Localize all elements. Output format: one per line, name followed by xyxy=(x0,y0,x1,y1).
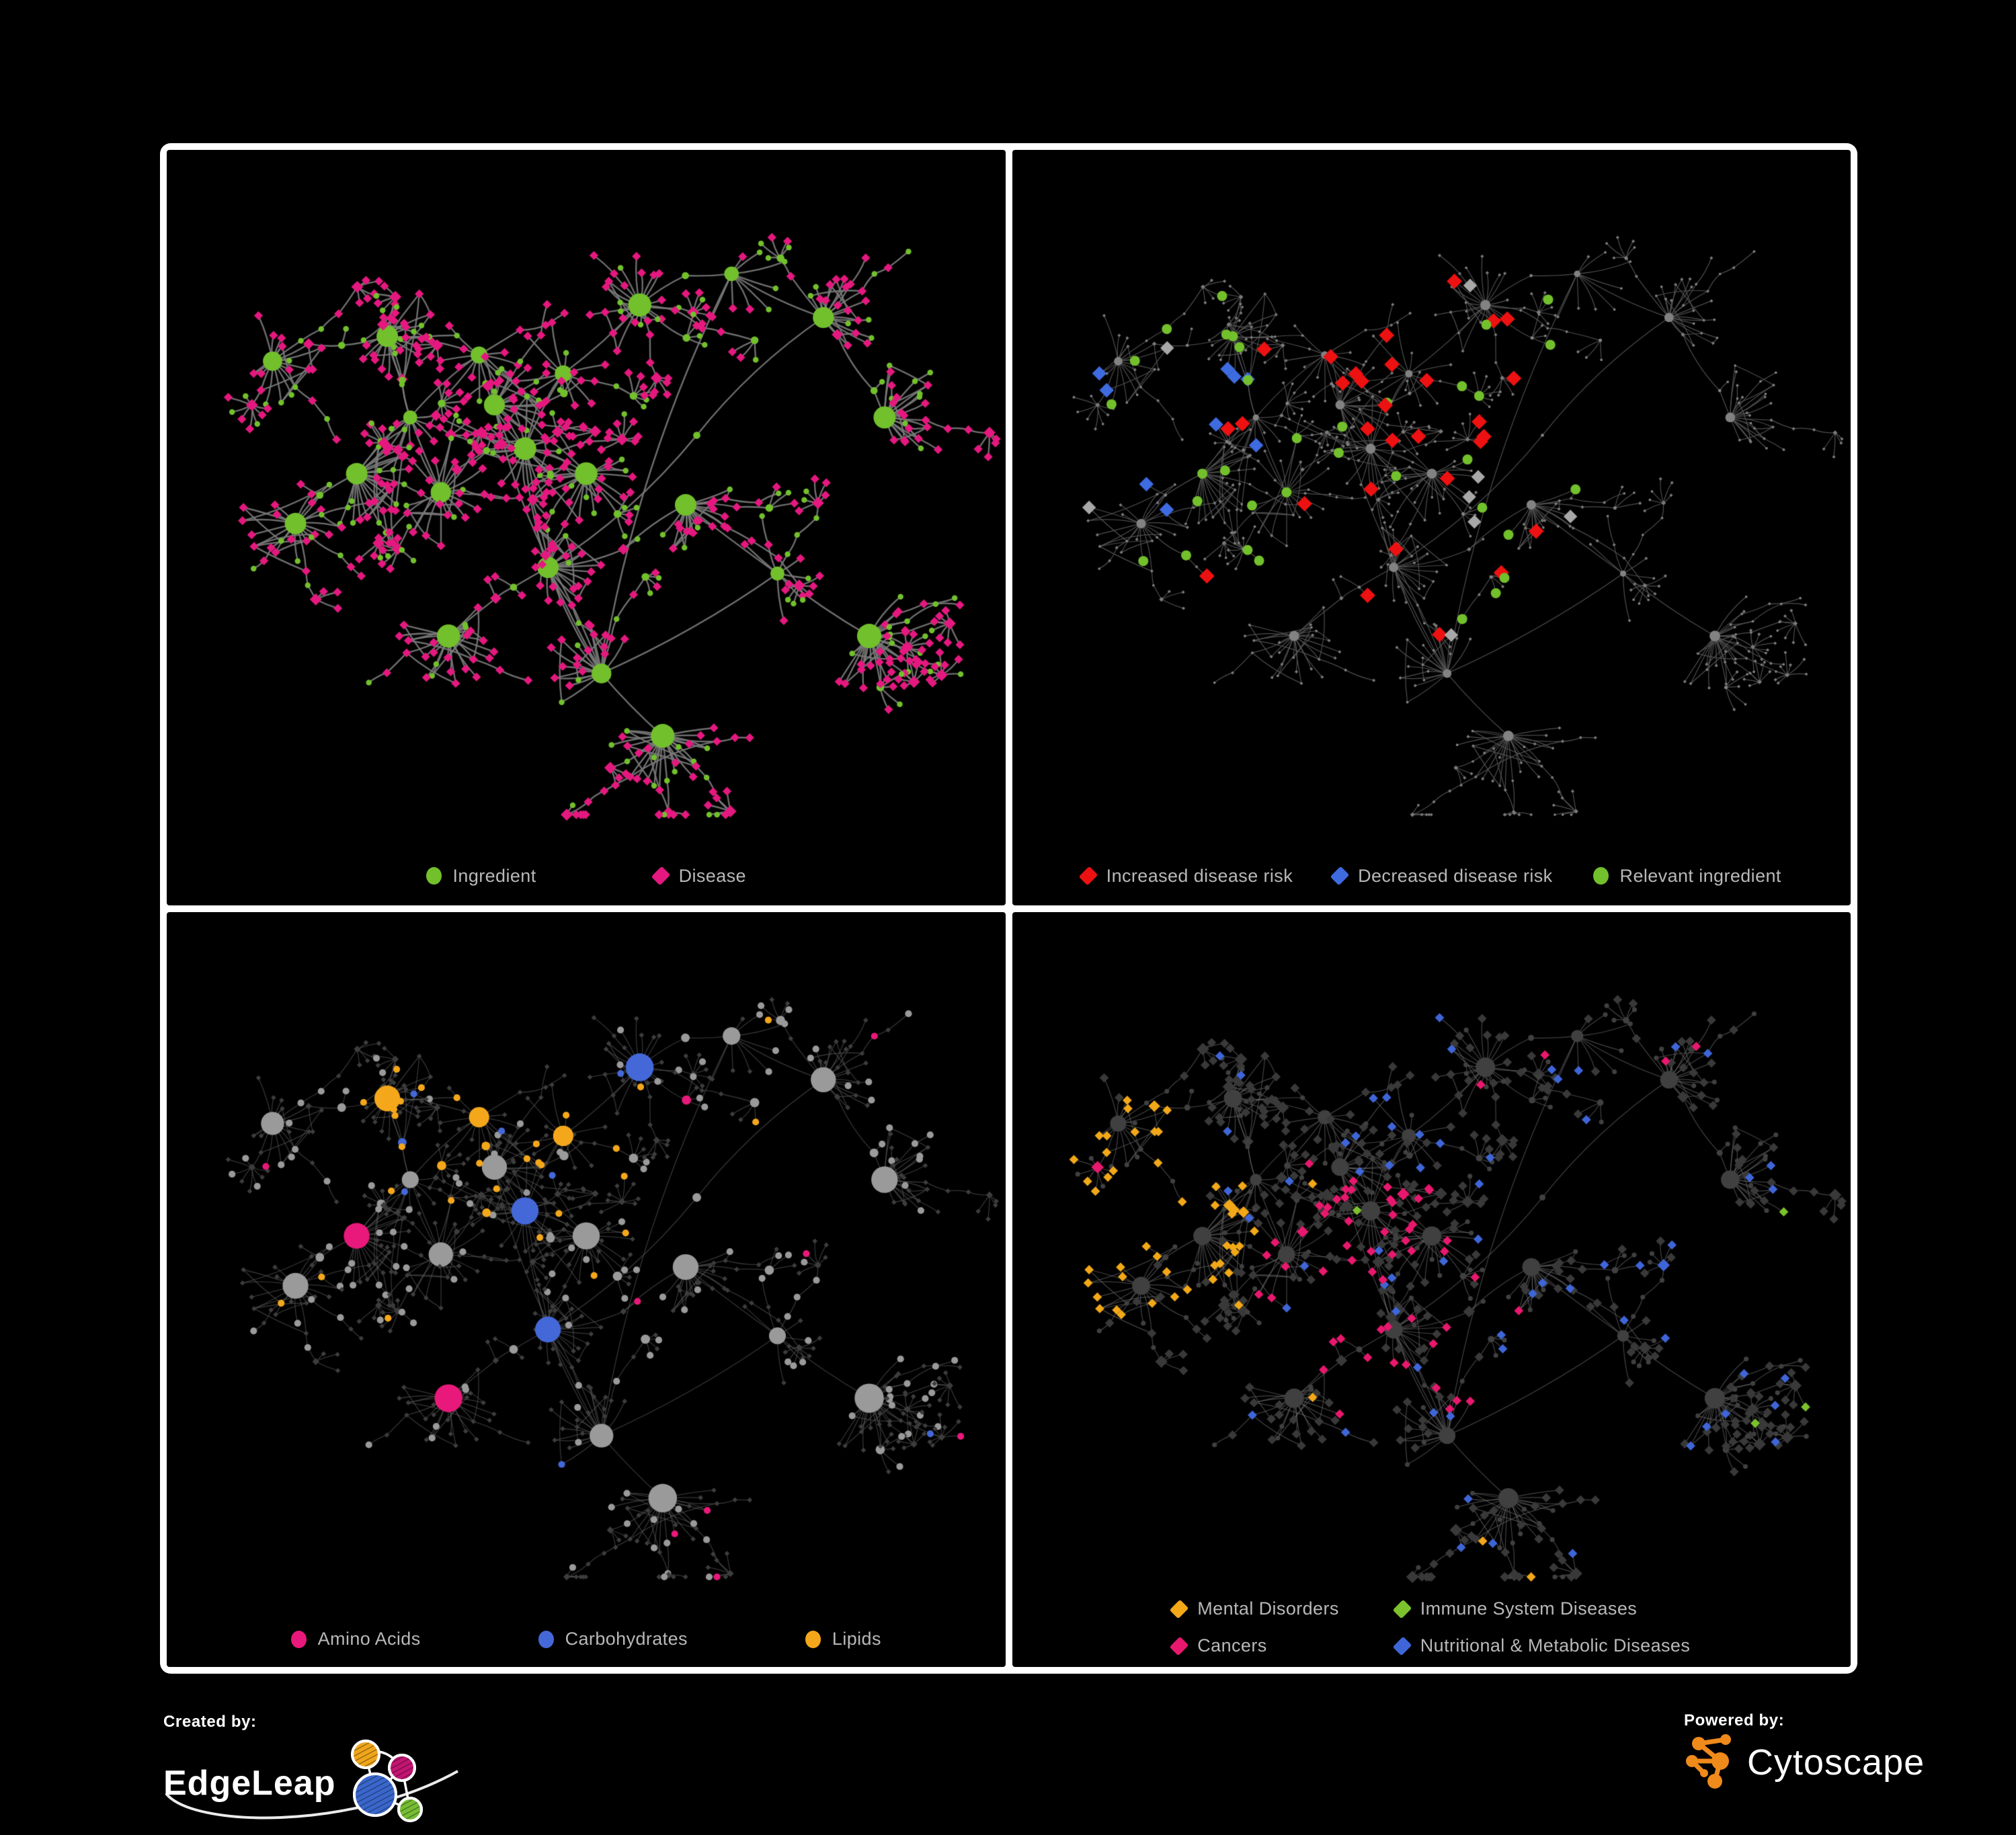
circle-icon xyxy=(426,867,442,885)
legend-nutrient-classes: Amino Acids Carbohydrates Lipids xyxy=(167,1629,1006,1649)
network-canvas-disease-classes xyxy=(1012,911,1851,1667)
network-canvas-disease-risk xyxy=(1012,150,1851,905)
panel-disease-classes: Mental Disorders Immune System Diseases Ca… xyxy=(1012,911,1851,1667)
created-by-block: Created by: EdgeLeap xyxy=(163,1713,513,1822)
legend-label: Ingredient xyxy=(452,865,536,886)
legend-label: Lipids xyxy=(832,1629,881,1649)
panel-ingredient-disease: Ingredient Disease xyxy=(167,150,1006,905)
legend-label: Increased disease risk xyxy=(1106,865,1293,886)
diamond-icon xyxy=(1392,1636,1412,1656)
diamond-icon xyxy=(1169,1599,1189,1619)
legend-item-relevant-ingredient: Relevant ingredient xyxy=(1592,865,1781,887)
edgeleap-brand-row: EdgeLeap xyxy=(163,1733,513,1834)
legend-disease-classes: Mental Disorders Immune System Diseases Ca… xyxy=(1012,1598,1851,1656)
legend-item-carbohydrates: Carbohydrates xyxy=(538,1629,688,1649)
legend-item-cancers: Cancers xyxy=(1169,1635,1338,1656)
legend-label: Immune System Diseases xyxy=(1420,1598,1638,1619)
legend-label: Nutritional & Metabolic Diseases xyxy=(1420,1635,1691,1656)
circle-icon xyxy=(805,1630,821,1648)
legend-item-ingredient: Ingredient xyxy=(426,866,536,887)
legend-item-disease: Disease xyxy=(651,865,746,887)
diamond-icon xyxy=(1169,1636,1189,1656)
legend-disease-risk: Increased disease risk Decreased disease … xyxy=(1012,866,1851,887)
cytoscape-logo-icon xyxy=(1686,1734,1731,1789)
figure-frame: Ingredient Disease Increased disease risk… xyxy=(160,143,1857,1674)
legend-label: Disease xyxy=(678,865,746,886)
powered-by-caption: Powered by: xyxy=(1684,1711,1785,1729)
edgeleap-brand: EdgeLeap xyxy=(163,1764,336,1803)
legend-label: Relevant ingredient xyxy=(1619,865,1781,886)
diamond-icon xyxy=(651,866,670,886)
legend-item-mental-disorders: Mental Disorders xyxy=(1169,1598,1339,1619)
legend-item-amino-acids: Amino Acids xyxy=(290,1629,421,1649)
legend-item-immune-system-diseases: Immune System Diseases xyxy=(1392,1598,1690,1619)
legend-item-increased-disease-risk: Increased disease risk xyxy=(1078,865,1293,887)
circle-icon xyxy=(538,1630,554,1648)
panel-nutrient-classes: Amino Acids Carbohydrates Lipids xyxy=(167,911,1006,1667)
legend-item-nutritional-metabolic-diseases: Nutritional & Metabolic Diseases xyxy=(1392,1635,1691,1656)
legend-item-lipids: Lipids xyxy=(805,1629,881,1649)
legend-label: Cancers xyxy=(1197,1635,1267,1656)
circle-icon xyxy=(290,1630,307,1648)
cytoscape-brand-row: Cytoscape xyxy=(1684,1731,1925,1793)
powered-by-block: Powered by: Cytosc xyxy=(1684,1711,1925,1793)
legend-label: Amino Acids xyxy=(317,1629,421,1649)
legend-label: Decreased disease risk xyxy=(1358,865,1553,886)
legend-label: Mental Disorders xyxy=(1197,1598,1339,1619)
diamond-icon xyxy=(1330,866,1350,886)
legend-ingredient-disease: Ingredient Disease xyxy=(167,866,1006,887)
network-canvas-ingredient-disease xyxy=(167,150,1006,905)
created-by-caption: Created by: xyxy=(163,1713,257,1731)
diamond-icon xyxy=(1392,1599,1412,1619)
cytoscape-brand: Cytoscape xyxy=(1747,1742,1925,1783)
circle-icon xyxy=(1592,867,1609,885)
panel-disease-risk: Increased disease risk Decreased disease … xyxy=(1012,150,1851,905)
diamond-icon xyxy=(1078,866,1098,886)
legend-label: Carbohydrates xyxy=(565,1629,688,1649)
network-canvas-nutrient-classes xyxy=(167,911,1006,1667)
legend-item-decreased-disease-risk: Decreased disease risk xyxy=(1330,865,1553,887)
edgeleap-logo-icon xyxy=(350,1740,423,1822)
